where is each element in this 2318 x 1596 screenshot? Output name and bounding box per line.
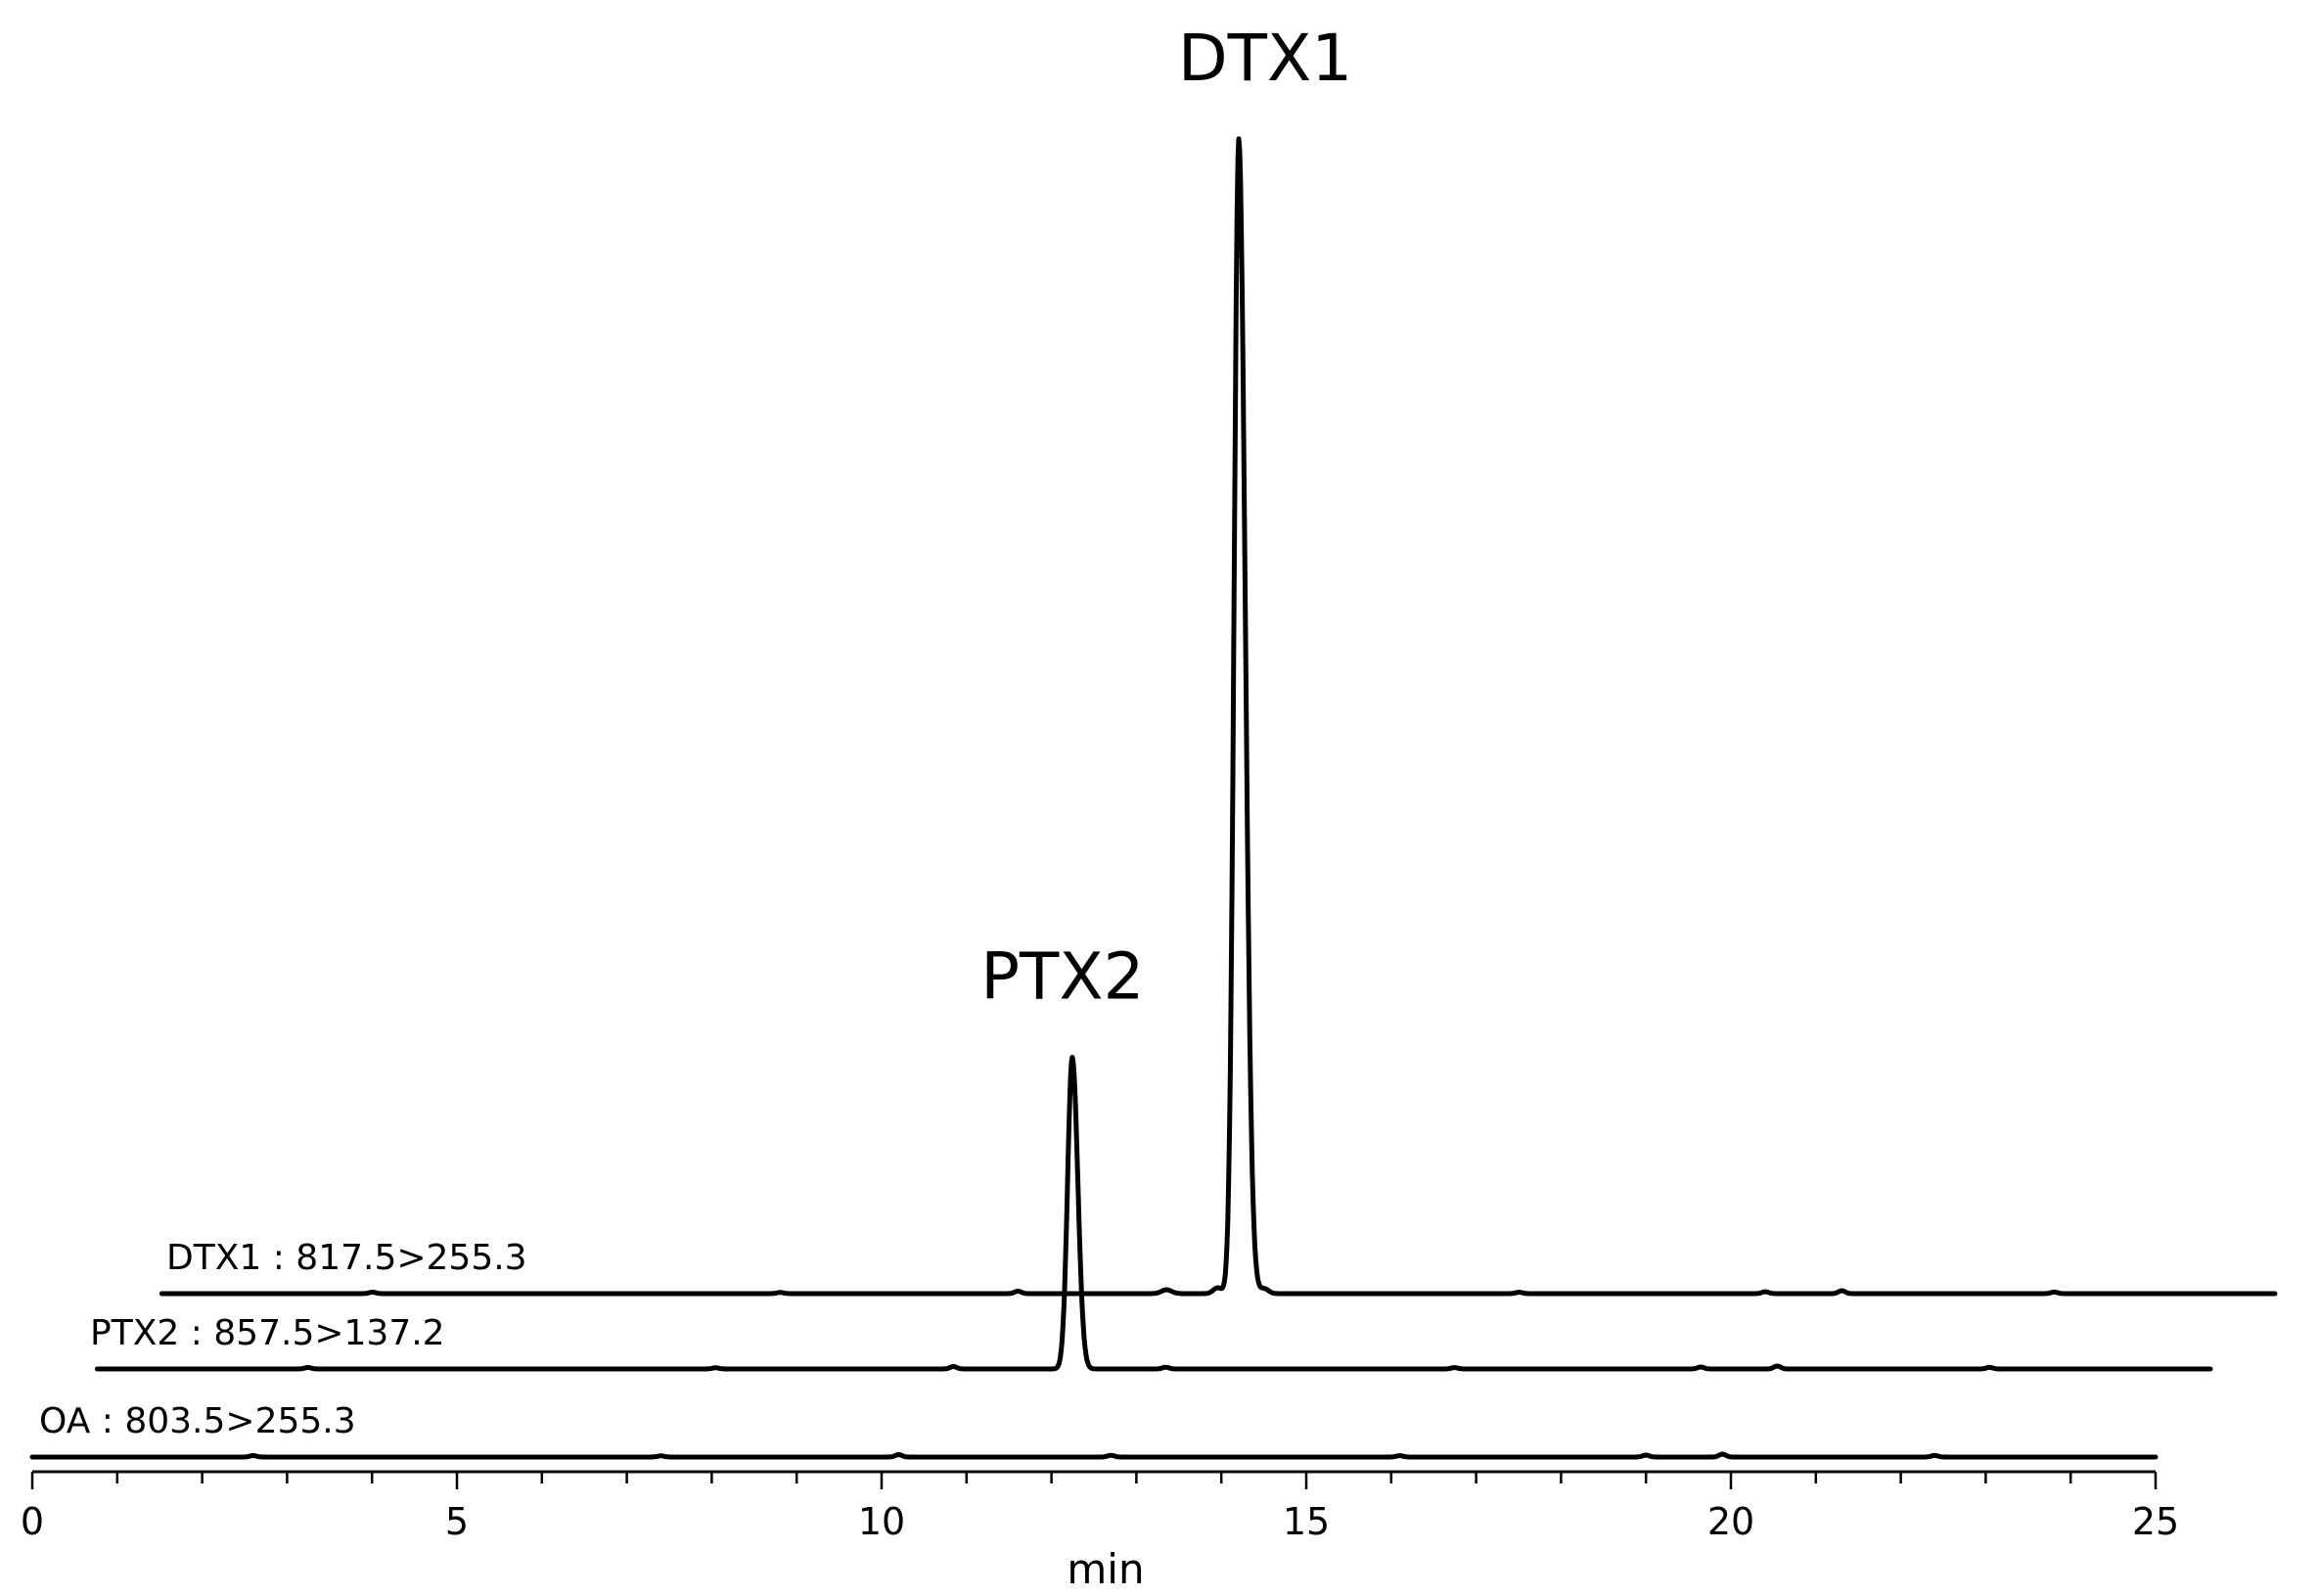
trace-label: OA : 803.5>255.3: [39, 1401, 356, 1441]
trace-0: OA : 803.5>255.3: [29, 1401, 2159, 1460]
trace-line: [94, 1054, 2213, 1372]
trace-2: DTX1 : 817.5>255.3 DTX1: [159, 21, 2278, 1297]
x-tick-label: 15: [1283, 1500, 1330, 1543]
x-tick-label: 5: [445, 1500, 469, 1543]
trace-label: DTX1 : 817.5>255.3: [166, 1238, 527, 1278]
x-axis: 0 5 10 15 20 25: [21, 1470, 2179, 1543]
trace-line: [29, 1451, 2159, 1460]
peak-label: PTX2: [980, 938, 1144, 1014]
x-tick-label: 0: [21, 1500, 44, 1543]
x-tick-label: 10: [858, 1500, 905, 1543]
trace-1: PTX2 : 857.5>137.2 PTX2: [90, 938, 2213, 1372]
peak-label: DTX1: [1178, 21, 1352, 96]
x-tick-label: 25: [2132, 1500, 2179, 1543]
trace-line: [159, 136, 2278, 1297]
x-tick-label: 20: [1707, 1500, 1754, 1543]
trace-label: PTX2 : 857.5>137.2: [90, 1313, 445, 1353]
x-axis-title: min: [1067, 1545, 1144, 1593]
